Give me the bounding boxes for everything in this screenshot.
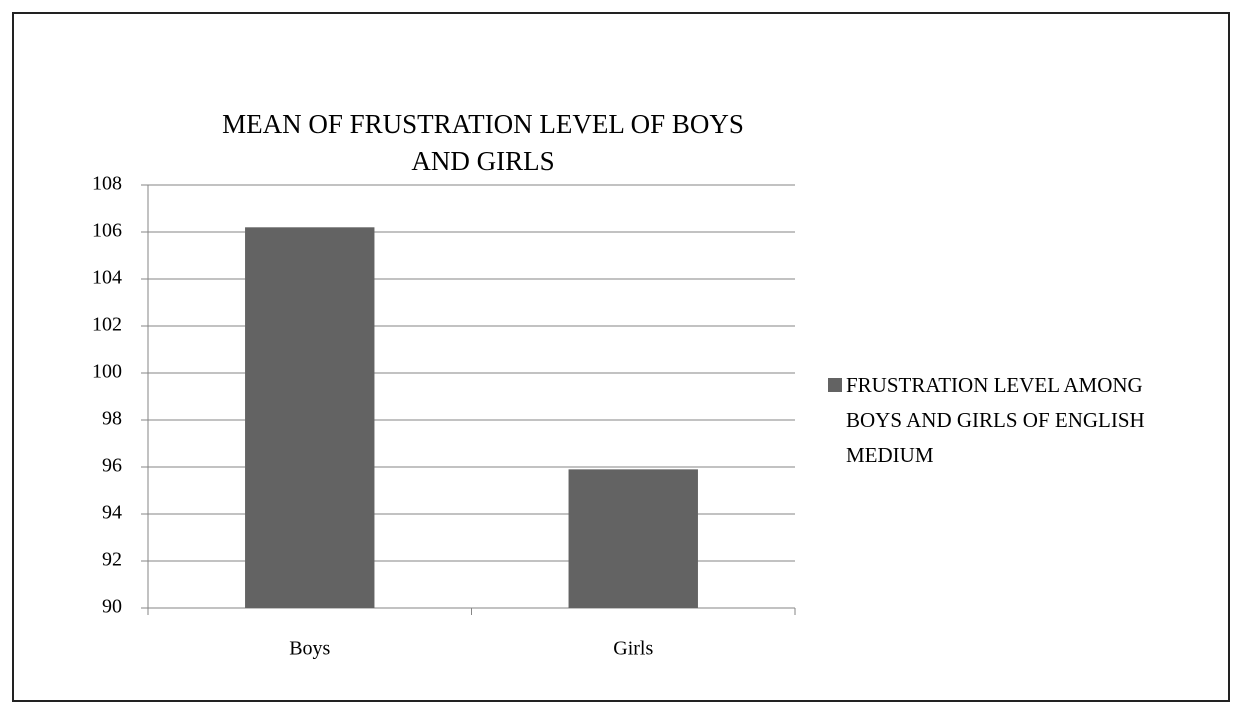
- chart-title: MEAN OF FRUSTRATION LEVEL OF BOYS AND GI…: [222, 109, 744, 176]
- y-tick-label: 96: [102, 455, 122, 477]
- y-tick-label: 106: [92, 220, 122, 242]
- legend-label: FRUSTRATION LEVEL AMONG BOYS AND GIRLS O…: [846, 373, 1145, 467]
- legend-swatch: [828, 378, 842, 392]
- y-tick-label: 100: [92, 361, 122, 383]
- x-tick-label: Boys: [289, 638, 330, 660]
- y-tick-label: 98: [102, 408, 122, 430]
- y-tick-label: 108: [92, 173, 122, 195]
- y-tick-label: 104: [92, 267, 122, 289]
- y-tick-label: 102: [92, 314, 122, 336]
- y-tick-label: 90: [102, 596, 122, 618]
- x-tick-label: Girls: [613, 638, 653, 660]
- y-tick-label: 92: [102, 549, 122, 571]
- legend: FRUSTRATION LEVEL AMONG BOYS AND GIRLS O…: [828, 368, 1188, 473]
- bar: [245, 227, 375, 609]
- y-tick-label: 94: [102, 502, 122, 524]
- bar: [568, 469, 698, 608]
